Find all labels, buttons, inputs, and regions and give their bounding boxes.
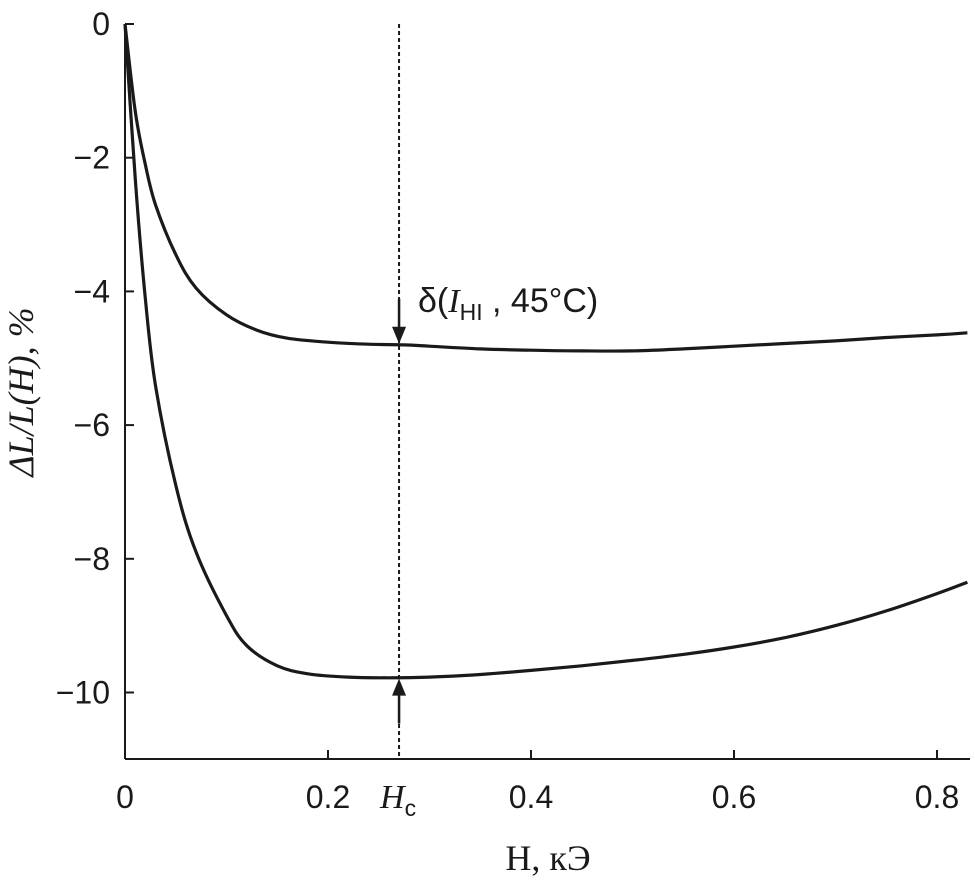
series-line-1 bbox=[123, 23, 968, 353]
hc-tick-label: Hc bbox=[379, 779, 416, 821]
tick-marks: 0 −2 −4 −6 −8 −10 0 0.2 0.4 0.6 0.8 bbox=[56, 6, 960, 815]
y-tick-label: −6 bbox=[74, 407, 110, 443]
x-tick-label: 0.6 bbox=[712, 779, 756, 815]
annotation-var: I bbox=[447, 283, 461, 320]
x-tick-label: 0.8 bbox=[915, 779, 959, 815]
y-axis-label: ΔL/L(H), % bbox=[1, 307, 41, 478]
down-arrow-head bbox=[392, 326, 407, 344]
axes bbox=[124, 24, 970, 760]
hc-marker bbox=[392, 24, 407, 759]
x-tick-label: 0.2 bbox=[306, 779, 350, 815]
x-tick-label: 0 bbox=[116, 779, 134, 815]
y-tick-label: −10 bbox=[56, 675, 110, 711]
annotation-var-sub: HI bbox=[460, 299, 483, 325]
series-group bbox=[123, 23, 968, 680]
series-line-2 bbox=[123, 23, 968, 680]
y-tick-label: 0 bbox=[92, 6, 110, 42]
x-axis-label: H, кЭ bbox=[505, 838, 590, 878]
annotation-prefix: δ( bbox=[418, 282, 449, 320]
x-tick-label: 0.4 bbox=[509, 779, 553, 815]
y-tick-label: −4 bbox=[74, 273, 110, 309]
hc-label: H bbox=[379, 779, 407, 816]
hc-label-sub: c bbox=[405, 795, 417, 821]
y-tick-label: −8 bbox=[74, 541, 110, 577]
annotation-suffix: , 45°C) bbox=[483, 282, 599, 320]
annotation-label: δ(IHI , 45°C) bbox=[418, 282, 598, 325]
up-arrow-head bbox=[392, 678, 407, 696]
y-tick-label: −2 bbox=[74, 140, 110, 176]
